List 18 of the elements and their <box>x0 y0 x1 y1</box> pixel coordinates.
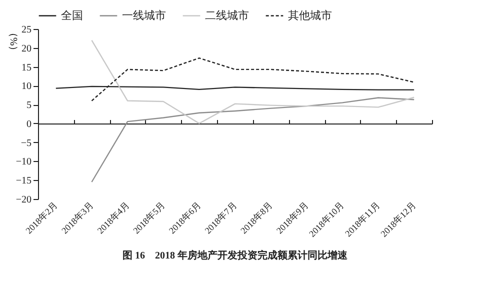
y-tick-label: −15 <box>16 176 32 187</box>
y-tick-label: 10 <box>22 81 32 92</box>
legend-label: 一线城市 <box>122 8 166 22</box>
y-tick-label: 0 <box>26 118 32 130</box>
y-tick-label: 15 <box>22 62 32 74</box>
y-tick-label: −20 <box>16 194 32 206</box>
legend-label: 二线城市 <box>205 8 249 22</box>
y-tick-label: 25 <box>22 24 32 36</box>
y-axis-title: （%） <box>8 27 18 56</box>
legend-label: 其他城市 <box>288 8 332 22</box>
legend-label: 全国 <box>61 10 83 22</box>
y-tick-label: 5 <box>26 100 32 112</box>
y-tick-label: −5 <box>20 138 32 149</box>
y-tick-label: 20 <box>22 43 32 54</box>
line-series <box>91 97 415 183</box>
text: 图 16 2018 年房地产开发投资完成额累计同比增速 <box>122 249 348 262</box>
y-tick-label: −10 <box>16 156 32 168</box>
line-series <box>91 40 415 124</box>
